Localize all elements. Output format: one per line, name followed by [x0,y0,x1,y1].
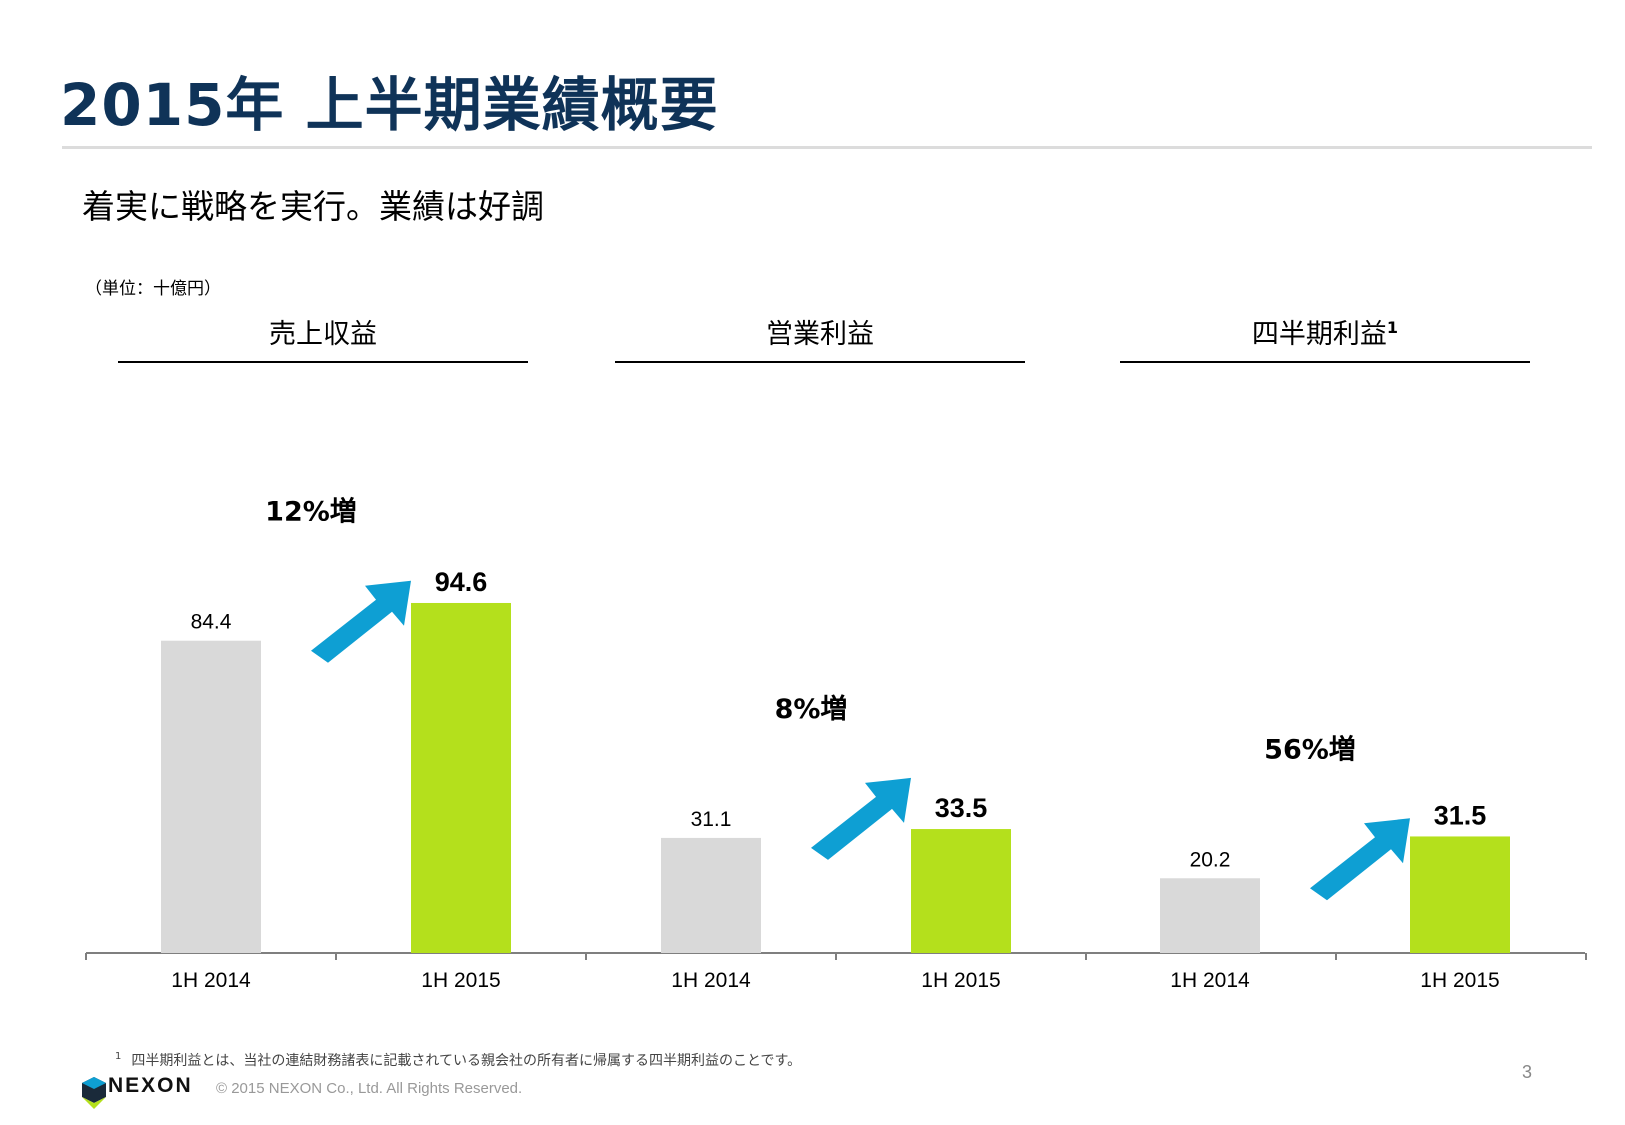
panel-title-sup: 1 [1386,318,1399,337]
page-number: 3 [1522,1062,1533,1082]
growth-arrow-icon [811,777,911,860]
page-subtitle: 着実に戦略を実行。業績は好調 [82,187,544,226]
footnote-marker: 1 [115,1051,122,1063]
bar-2014 [161,640,261,953]
growth-label: 12%増 [265,496,357,528]
panel-title-text: 売上収益 [269,319,377,350]
footnote: 1 四半期利益とは、当社の連結財務諸表に記載されている親会社の所有者に帰属する四半… [115,1050,801,1070]
logo-text: NEXON [108,1074,193,1097]
panel-title-text: 営業利益 [766,319,874,350]
bar-value-label: 20.2 [1190,848,1231,871]
panel-title-revenue: 売上収益 [118,312,528,363]
bar-value-label: 31.1 [691,808,732,831]
x-tick-label: 1H 2014 [1170,969,1250,992]
title-divider [62,146,1592,149]
growth-arrow-icon [311,580,411,663]
growth-label: 56%増 [1264,733,1356,765]
bar-value-label: 31.5 [1434,800,1487,830]
unit-note: （単位：十億円） [85,279,221,299]
bar-2015 [911,829,1011,953]
panel-title-quarterly-profit: 四半期利益1 [1120,312,1530,363]
page-title: 2015年 上半期業績概要 [60,71,719,139]
x-tick-label: 1H 2014 [171,969,251,992]
bar-2014 [661,837,761,953]
x-tick-label: 1H 2015 [421,969,500,992]
bar-value-label: 33.5 [935,793,988,823]
panel-title-text: 四半期利益 [1251,319,1387,350]
x-tick-label: 1H 2014 [671,969,751,992]
bar-2014 [1160,878,1260,953]
bar-chart: 84.4 1H 2014 94.6 1H 2015 12%増 31.1 1H 2014 33.… [85,496,1587,992]
bar-value-label: 94.6 [435,567,488,597]
growth-label: 8%増 [775,693,848,725]
bar-2015 [411,602,511,953]
bar-2015 [1410,836,1510,953]
nexon-logo-icon [82,1077,106,1109]
x-tick-label: 1H 2015 [1420,969,1499,992]
panel-title-operating-income: 営業利益 [615,312,1025,363]
growth-arrow-icon [1310,818,1410,901]
copyright: © 2015 NEXON Co., Ltd. All Rights Reserv… [216,1080,523,1097]
footnote-text: 四半期利益とは、当社の連結財務諸表に記載されている親会社の所有者に帰属する四半期… [131,1053,802,1069]
bar-value-label: 84.4 [191,611,232,634]
x-tick-label: 1H 2015 [921,969,1000,992]
